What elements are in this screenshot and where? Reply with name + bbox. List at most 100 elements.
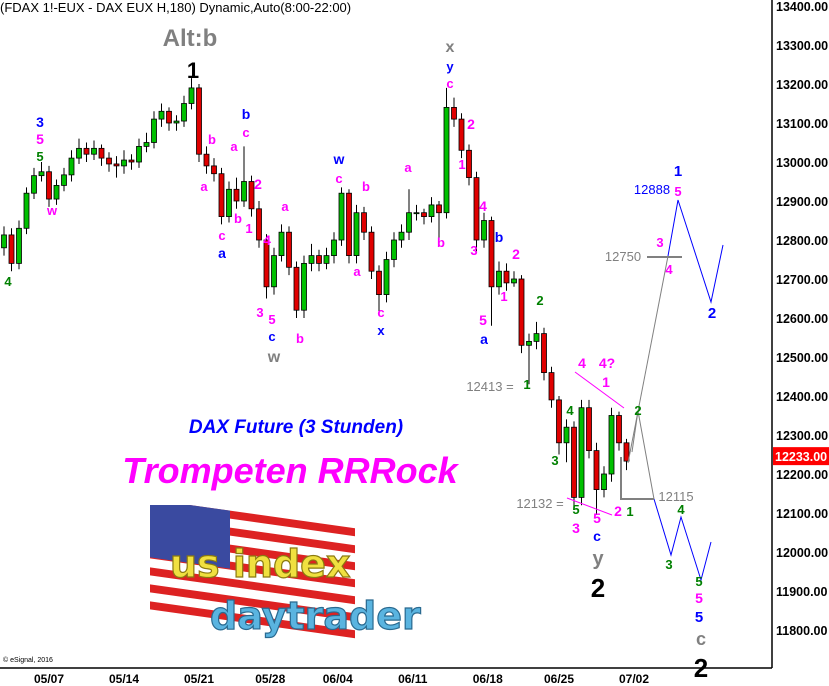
wave-label: a bbox=[200, 179, 208, 194]
wave-label: 2 bbox=[536, 293, 543, 308]
y-tick-label: 13000.00 bbox=[776, 156, 828, 170]
candle-body bbox=[211, 165, 217, 175]
wave-label: 12750 bbox=[605, 249, 641, 264]
candle-body bbox=[38, 171, 45, 177]
candle-body bbox=[398, 231, 405, 241]
y-tick-label: 12200.00 bbox=[776, 468, 828, 482]
candle-body bbox=[586, 407, 592, 452]
wave-label: y bbox=[446, 59, 454, 74]
candle-body bbox=[316, 255, 322, 264]
candle-body bbox=[331, 239, 337, 257]
wave-label: c bbox=[696, 629, 706, 649]
candle-body bbox=[616, 415, 622, 444]
y-tick-label: 12600.00 bbox=[776, 312, 828, 326]
wave-label: c bbox=[242, 125, 249, 140]
candle-body bbox=[623, 442, 630, 462]
y-tick-label: 12100.00 bbox=[776, 507, 828, 521]
wave-label: 1 bbox=[187, 58, 199, 83]
candle-body bbox=[361, 212, 367, 233]
last-price-label: 12233.00 bbox=[775, 450, 827, 464]
wave-label: w bbox=[46, 203, 58, 218]
candle-body bbox=[1, 234, 7, 249]
candle-body bbox=[218, 173, 225, 217]
wave-label: c bbox=[446, 76, 453, 91]
candle-body bbox=[76, 147, 82, 159]
wave-label: 1 bbox=[602, 374, 610, 390]
candle-body bbox=[518, 278, 525, 346]
candle-body bbox=[8, 234, 15, 264]
wave-label: 4 bbox=[479, 198, 487, 214]
candle-body bbox=[301, 262, 307, 311]
candle-body bbox=[556, 399, 562, 444]
wave-label: 3 bbox=[36, 114, 44, 130]
wave-label: 4 bbox=[665, 262, 673, 277]
wave-label: c bbox=[218, 228, 225, 243]
candle-body bbox=[181, 103, 187, 122]
wave-label: 5 bbox=[593, 510, 601, 526]
y-tick-label: 12900.00 bbox=[776, 195, 828, 209]
candle-body bbox=[263, 239, 270, 288]
wave-label: b bbox=[208, 132, 216, 147]
logo-line1: us index bbox=[170, 542, 350, 586]
candle-body bbox=[151, 118, 157, 143]
triangle-lower-line bbox=[566, 497, 613, 516]
candle-body bbox=[203, 153, 210, 167]
candle-body bbox=[436, 204, 442, 214]
candle-body bbox=[368, 231, 375, 272]
candle-body bbox=[226, 188, 232, 218]
wave-label: 4 bbox=[4, 274, 12, 289]
y-tick-label: 12700.00 bbox=[776, 273, 828, 287]
y-tick-label: 12500.00 bbox=[776, 351, 828, 365]
y-tick-label: 13400.00 bbox=[776, 0, 828, 14]
candle-body bbox=[481, 220, 487, 241]
copyright: © eSignal, 2016 bbox=[3, 657, 53, 664]
wave-label: 4 bbox=[677, 502, 685, 517]
y-tick-label: 12000.00 bbox=[776, 546, 828, 560]
wave-label: 1 bbox=[626, 504, 633, 519]
wave-label: c bbox=[268, 329, 275, 344]
projection-down-wave bbox=[653, 498, 712, 582]
candle-body bbox=[346, 192, 352, 256]
wave-label: b bbox=[362, 179, 370, 194]
candle-body bbox=[413, 212, 420, 215]
wave-label: 2 bbox=[708, 305, 716, 322]
wave-label: 12132 = bbox=[516, 496, 563, 511]
candle-body bbox=[488, 220, 495, 288]
wave-label: a bbox=[281, 199, 289, 214]
candle-body bbox=[271, 255, 277, 288]
projection-up-line bbox=[627, 255, 669, 464]
y-tick-label: 12300.00 bbox=[776, 429, 828, 443]
y-tick-label: 11800.00 bbox=[776, 624, 827, 638]
wave-label: w bbox=[333, 151, 345, 167]
wave-label: 1 bbox=[500, 289, 507, 304]
wave-label: b bbox=[296, 331, 304, 346]
wave-label: x bbox=[377, 323, 385, 338]
candle-body bbox=[391, 239, 397, 260]
y-tick-label: 13100.00 bbox=[776, 117, 828, 131]
candle-body bbox=[466, 149, 472, 179]
x-tick-label: 05/21 bbox=[184, 672, 214, 686]
candle-body bbox=[608, 415, 615, 475]
candle-body bbox=[496, 270, 502, 288]
candle-body bbox=[293, 266, 300, 311]
x-tick-label: 05/28 bbox=[255, 672, 285, 686]
wave-label: c bbox=[377, 305, 384, 320]
wave-label: a bbox=[218, 245, 226, 261]
x-tick-label: 06/11 bbox=[398, 672, 428, 686]
candle-body bbox=[383, 259, 390, 295]
candle-body bbox=[406, 212, 412, 233]
wave-label: 4 bbox=[578, 355, 586, 371]
candle-body bbox=[166, 110, 172, 124]
wave-label: 1 bbox=[245, 221, 252, 236]
candle-body bbox=[601, 473, 607, 491]
candle-body bbox=[578, 407, 585, 498]
candle-body bbox=[91, 147, 97, 155]
wave-label: 1 bbox=[458, 157, 465, 172]
candle-body bbox=[323, 255, 330, 264]
y-tick-label: 13300.00 bbox=[776, 39, 828, 53]
level-12115-line bbox=[620, 457, 654, 500]
candle-body bbox=[571, 426, 577, 498]
candle-body bbox=[31, 175, 37, 194]
candle-body bbox=[563, 426, 570, 444]
wave-label: 3 bbox=[551, 453, 558, 468]
